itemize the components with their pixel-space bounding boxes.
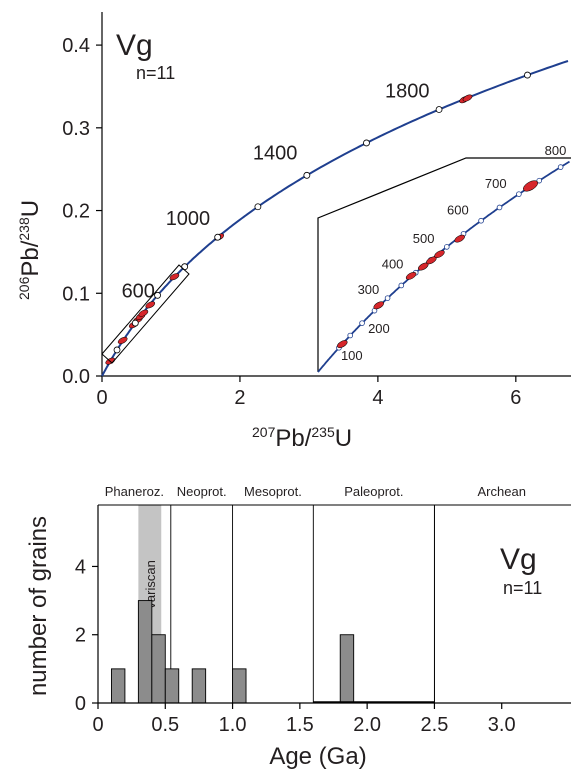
hist-x-tick-label: 0 xyxy=(92,714,103,736)
age-label: 1800 xyxy=(385,81,430,103)
data-ellipse xyxy=(462,94,473,102)
histogram-x-label: Age (Ga) xyxy=(269,743,366,770)
era-label: Neoprot. xyxy=(177,484,227,499)
hist-x-tick-label: 1.5 xyxy=(286,714,314,736)
hist-x-tick-label: 2.5 xyxy=(421,714,449,736)
era-label: Phaneroz. xyxy=(105,484,164,499)
era-label: Mesoprot. xyxy=(244,484,302,499)
concordia-title: Vg xyxy=(116,29,153,62)
hist-y-tick-label: 0 xyxy=(75,693,86,715)
concordia-marker xyxy=(131,319,139,327)
concordia-marker xyxy=(113,346,121,354)
inset-marker xyxy=(478,217,484,224)
y-axis-label: 206Pb/238U xyxy=(16,200,44,300)
y-tick-label: 0.4 xyxy=(62,35,90,57)
era-label: Paleoprot. xyxy=(344,484,403,499)
histogram-title: Vg xyxy=(500,543,537,576)
inset-age-label: 500 xyxy=(413,231,435,246)
zoom-box xyxy=(101,264,190,364)
concordia-chart: 0 2 4 6 0.0 0.1 0.2 0.3 0.4 Vg n=11 600 1000 1400 1… xyxy=(16,12,571,452)
era-labels: Phaneroz. Neoprot. Mesoprot. Paleoprot. Arch… xyxy=(105,484,526,499)
inset-age-label: 800 xyxy=(545,143,567,158)
inset-ellipses xyxy=(337,180,538,349)
data-ellipse xyxy=(138,309,149,317)
age-label: 600 xyxy=(122,280,155,302)
histogram-subtitle: n=11 xyxy=(503,578,542,598)
histogram-bars xyxy=(111,600,435,704)
concordia-ticks: 0 2 4 6 0.0 0.1 0.2 0.3 0.4 xyxy=(62,35,521,409)
y-tick-label: 0.0 xyxy=(62,366,90,388)
concordia-marker xyxy=(363,139,370,147)
concordia-marker xyxy=(435,106,443,113)
era-label: Archean xyxy=(478,484,526,499)
inset-marker xyxy=(536,177,543,184)
histogram-y-label: number of grains xyxy=(25,516,52,696)
hist-y-tick-label: 4 xyxy=(75,556,86,578)
concordia-ellipses xyxy=(105,94,473,365)
concordia-age-labels: 600 1000 1400 1800 xyxy=(122,81,430,303)
concordia-marker xyxy=(303,171,311,179)
inset-ellipse xyxy=(454,234,465,243)
inset-marker xyxy=(557,164,564,170)
y-tick-label: 0.3 xyxy=(62,118,90,140)
inset-age-label: 600 xyxy=(447,203,469,218)
hist-y-tick-label: 2 xyxy=(75,625,86,647)
inset-marker xyxy=(443,244,450,250)
x-tick-label: 6 xyxy=(510,387,521,409)
histogram-bar xyxy=(151,634,166,704)
inset-marker xyxy=(516,191,522,197)
x-axis-label: 207Pb/235U xyxy=(252,424,352,452)
inset-marker xyxy=(359,320,365,326)
hist-x-tick-label: 3.0 xyxy=(488,714,516,736)
age-label: 1000 xyxy=(166,208,211,230)
inset-ellipse xyxy=(373,301,384,310)
concordia-curve xyxy=(101,60,569,377)
data-ellipse xyxy=(117,336,128,344)
histogram-bar xyxy=(164,668,180,704)
hist-x-tick-label: 0.5 xyxy=(151,714,179,736)
histogram-bar xyxy=(191,668,207,704)
variscan-band xyxy=(138,505,162,703)
inset-age-label: 100 xyxy=(341,348,363,363)
x-tick-label: 0 xyxy=(96,387,107,409)
inset-ellipse xyxy=(434,250,445,259)
histogram-axes xyxy=(97,505,571,704)
inset-age-label: 700 xyxy=(485,176,507,191)
hist-x-tick-label: 2.0 xyxy=(353,714,381,736)
concordia-marker xyxy=(154,291,161,299)
inset-ellipse xyxy=(405,271,417,280)
inset-ellipse xyxy=(523,180,538,192)
era-bands xyxy=(170,505,435,703)
inset-age-label: 200 xyxy=(368,321,390,336)
x-tick-label: 2 xyxy=(234,387,245,409)
y-tick-label: 0.2 xyxy=(62,201,90,223)
histogram-bar xyxy=(111,668,126,704)
concordia-subtitle: n=11 xyxy=(136,63,175,83)
age-label: 1400 xyxy=(253,142,297,164)
x-tick-label: 4 xyxy=(372,387,383,409)
inset-ellipse xyxy=(337,340,348,349)
inset-age-label: 300 xyxy=(358,282,380,297)
concordia-marker xyxy=(214,233,222,241)
inset-age-label: 400 xyxy=(382,257,404,272)
inset-marker xyxy=(347,332,354,339)
histogram-bar xyxy=(232,668,247,704)
concordia-marker xyxy=(254,203,262,211)
data-ellipse xyxy=(145,301,156,309)
histogram-bar xyxy=(137,600,153,704)
inset-marker xyxy=(496,204,503,211)
inset-marker xyxy=(384,295,391,301)
y-tick-label: 0.1 xyxy=(62,283,90,305)
inset-marker xyxy=(398,282,405,289)
histogram-bar xyxy=(339,634,355,704)
hist-x-tick-label: 1.0 xyxy=(219,714,247,736)
concordia-marker xyxy=(524,71,531,79)
variscan-label: Variscan xyxy=(143,560,158,610)
data-ellipse xyxy=(169,273,180,281)
histogram-ticks: 0 0.5 1.0 1.5 2.0 2.5 3.0 0 2 4 xyxy=(75,556,516,736)
inset-concordia-curve xyxy=(317,160,570,373)
concordia-age-markers xyxy=(113,71,531,354)
